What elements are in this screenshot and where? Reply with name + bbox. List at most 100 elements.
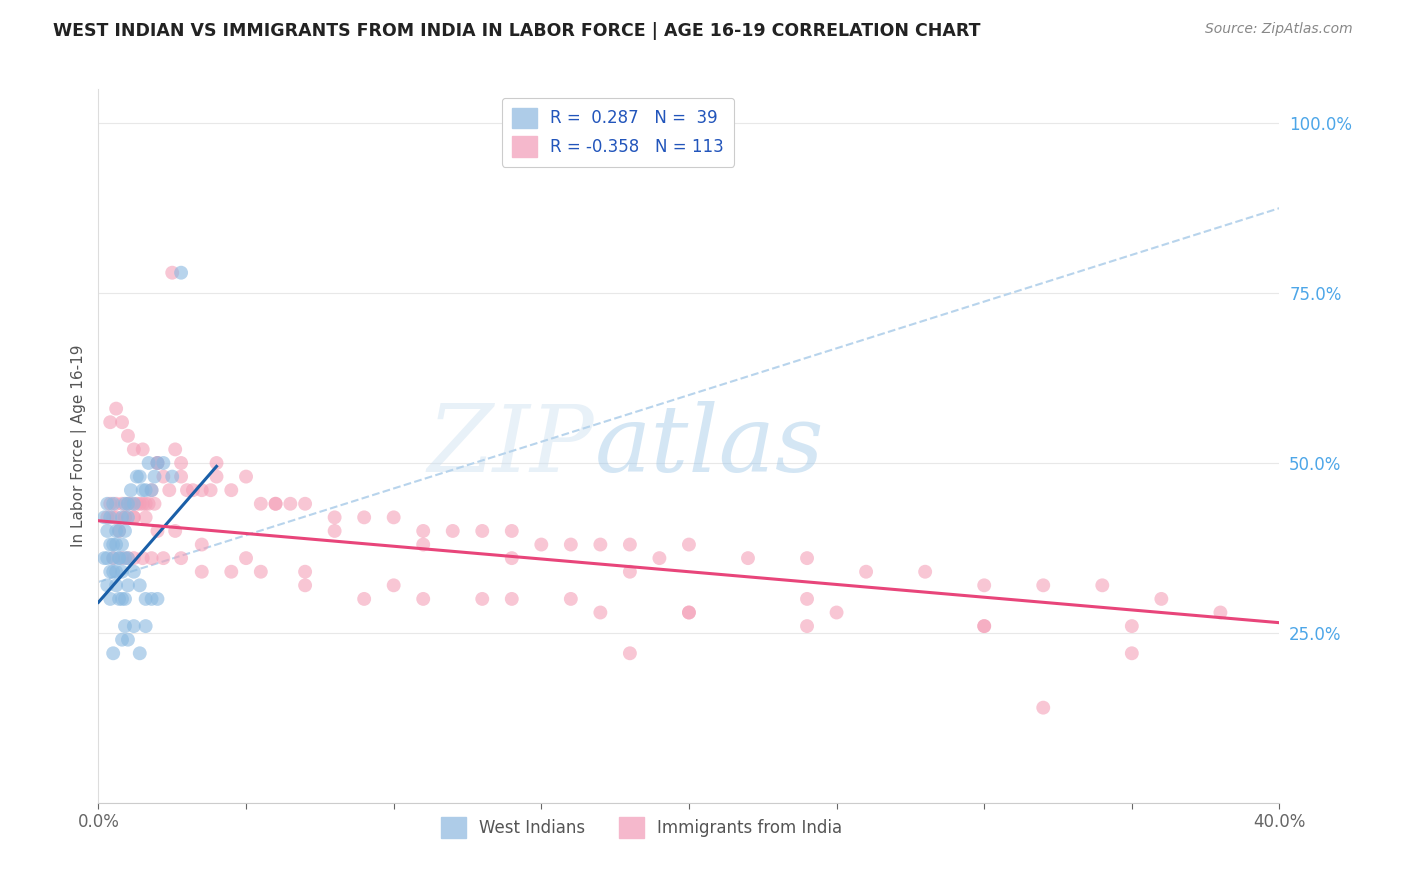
Point (103, 551, 125, 566)
Point (128, 646, 150, 660)
Point (280, 497, 302, 511)
Point (678, 606, 700, 620)
Point (170, 469, 193, 483)
Text: WEST INDIAN VS IMMIGRANTS FROM INDIA IN LABOR FORCE | AGE 16-19 CORRELATION CHAR: WEST INDIAN VS IMMIGRANTS FROM INDIA IN … (53, 22, 981, 40)
Point (560, 591, 582, 606)
Text: Source: ZipAtlas.com: Source: ZipAtlas.com (1205, 22, 1353, 37)
Point (170, 266, 193, 280)
Point (152, 456, 174, 470)
Point (294, 565, 316, 579)
Point (108, 524, 131, 538)
Point (170, 551, 193, 566)
Point (108, 551, 131, 566)
Point (152, 469, 174, 483)
Point (132, 497, 155, 511)
Point (108, 551, 131, 566)
Point (471, 591, 494, 606)
Point (501, 524, 523, 538)
Point (294, 497, 316, 511)
Point (1209, 606, 1232, 620)
Point (973, 578, 995, 592)
Point (93, 551, 115, 566)
Point (619, 646, 641, 660)
Point (191, 537, 214, 551)
Point (117, 510, 139, 524)
Point (125, 497, 148, 511)
Point (117, 632, 139, 647)
Point (973, 619, 995, 633)
Point (146, 456, 169, 470)
Point (103, 646, 125, 660)
Point (114, 524, 136, 538)
Point (122, 551, 145, 566)
Point (117, 497, 139, 511)
Point (132, 483, 155, 498)
Point (914, 565, 936, 579)
Point (221, 565, 243, 579)
Point (114, 510, 136, 524)
Point (200, 483, 222, 498)
Point (165, 442, 187, 457)
Point (589, 606, 612, 620)
Point (250, 497, 273, 511)
Point (122, 510, 145, 524)
Point (412, 524, 434, 538)
Point (165, 524, 187, 538)
Point (111, 510, 134, 524)
Point (128, 578, 150, 592)
Point (108, 524, 131, 538)
Point (117, 578, 139, 592)
Point (132, 442, 155, 457)
Point (855, 565, 877, 579)
Point (117, 429, 139, 443)
Point (619, 537, 641, 551)
Point (111, 632, 134, 647)
Point (96, 551, 118, 566)
Point (98, 537, 121, 551)
Point (120, 483, 142, 498)
Point (737, 551, 759, 566)
Point (294, 578, 316, 592)
Point (141, 551, 163, 566)
Point (1091, 578, 1114, 592)
Point (96, 510, 118, 524)
Point (138, 456, 160, 470)
Point (235, 469, 257, 483)
Point (98, 591, 121, 606)
Point (105, 578, 128, 592)
Point (114, 510, 136, 524)
Point (162, 469, 183, 483)
Point (117, 551, 139, 566)
Point (111, 591, 134, 606)
Legend: West Indians, Immigrants from India: West Indians, Immigrants from India (434, 811, 849, 845)
Point (143, 497, 166, 511)
Point (111, 565, 134, 579)
Point (96, 497, 118, 511)
Point (146, 456, 169, 470)
Point (1150, 591, 1173, 606)
Point (170, 456, 193, 470)
Point (111, 551, 134, 566)
Point (1121, 646, 1143, 660)
Point (181, 483, 204, 498)
Point (141, 483, 163, 498)
Point (98, 415, 121, 429)
Point (105, 524, 128, 538)
Point (501, 551, 523, 566)
Point (619, 565, 641, 579)
Point (250, 565, 273, 579)
Point (264, 497, 287, 511)
Point (117, 497, 139, 511)
Point (135, 483, 157, 498)
Point (441, 524, 464, 538)
Point (412, 591, 434, 606)
Point (323, 524, 346, 538)
Point (412, 537, 434, 551)
Point (111, 415, 134, 429)
Point (128, 469, 150, 483)
Point (205, 456, 228, 470)
Point (105, 510, 128, 524)
Point (132, 551, 155, 566)
Point (105, 537, 128, 551)
Point (105, 565, 128, 579)
